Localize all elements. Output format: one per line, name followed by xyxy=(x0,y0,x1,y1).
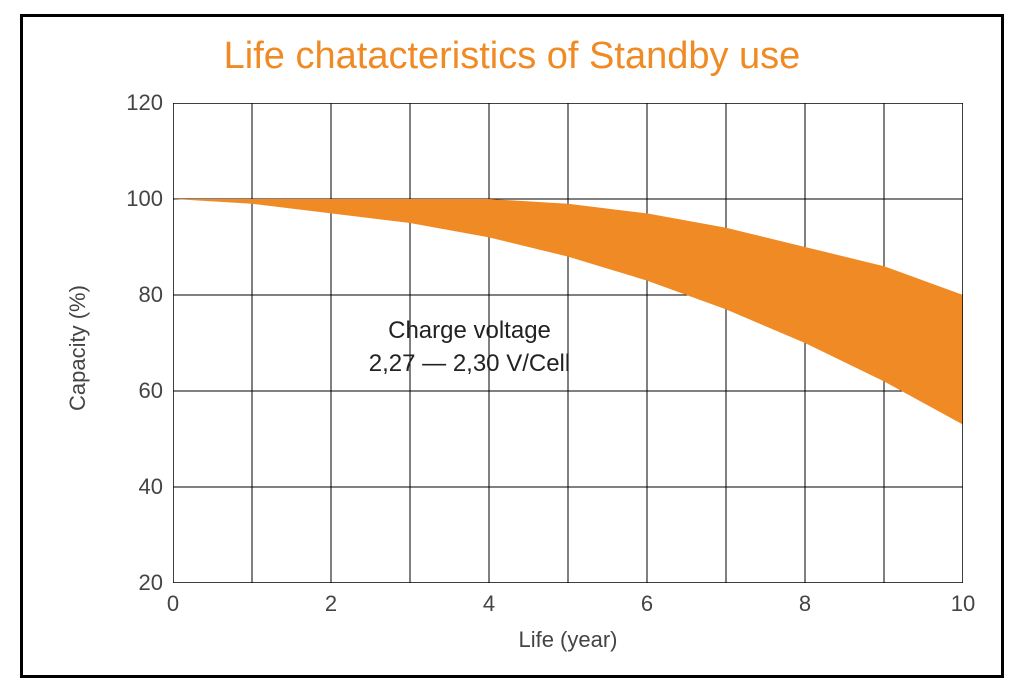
x-tick: 0 xyxy=(153,591,193,617)
y-tick: 80 xyxy=(103,282,163,308)
x-axis-label: Life (year) xyxy=(508,627,628,653)
charge-voltage-annotation: Charge voltage2,27 — 2,30 V/Cell xyxy=(340,315,600,380)
y-tick: 100 xyxy=(103,186,163,212)
chart-frame: Life chatacteristics of Standby use 2 0 40… xyxy=(20,14,1004,678)
y-axis-label: Capacity (%) xyxy=(65,285,91,411)
x-tick: 2 xyxy=(311,591,351,617)
x-tick: 6 xyxy=(627,591,667,617)
x-tick: 10 xyxy=(943,591,983,617)
y-tick: 40 xyxy=(103,474,163,500)
y-tick: 60 xyxy=(103,378,163,404)
annotation-line2: 2,27 — 2,30 V/Cell xyxy=(340,348,600,380)
y-tick: 120 xyxy=(103,90,163,116)
chart-title: Life chatacteristics of Standby use xyxy=(23,35,1001,78)
x-tick: 4 xyxy=(469,591,509,617)
annotation-line1: Charge voltage xyxy=(340,315,600,347)
x-tick: 8 xyxy=(785,591,825,617)
